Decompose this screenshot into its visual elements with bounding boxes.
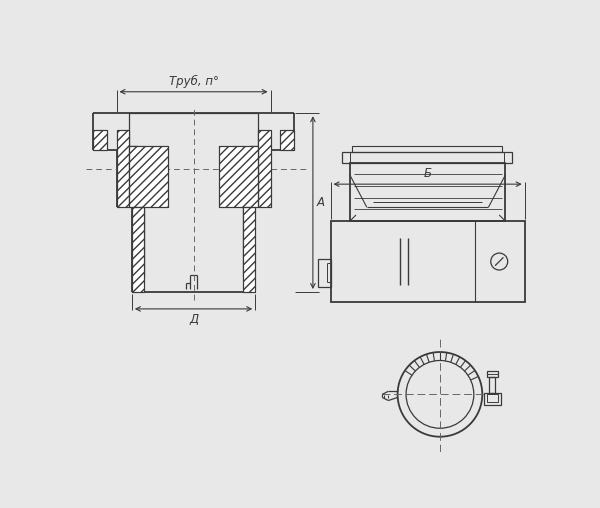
Bar [132,207,144,292]
Bar [280,130,293,149]
Bar [129,146,168,207]
Bar [94,130,107,149]
Bar [219,146,258,207]
Bar [258,130,271,207]
Bar [258,130,271,207]
Bar [352,146,502,152]
Bar [350,163,505,221]
Text: А: А [317,196,325,209]
Bar [219,146,258,207]
Bar [94,130,107,149]
Bar [318,259,331,287]
Bar [116,130,129,207]
Bar [129,146,168,207]
Bar [243,207,255,292]
Text: Труб, п°: Труб, п° [169,75,218,88]
Text: Б: Б [424,167,431,180]
Bar [484,393,501,405]
Bar [116,130,129,207]
Text: Д: Д [189,313,198,326]
Bar [489,377,496,393]
Bar [487,394,497,402]
Bar [280,130,293,149]
Bar [132,207,144,292]
Bar [342,152,512,163]
Bar [243,207,255,292]
Bar [331,221,524,302]
Bar [487,371,497,377]
